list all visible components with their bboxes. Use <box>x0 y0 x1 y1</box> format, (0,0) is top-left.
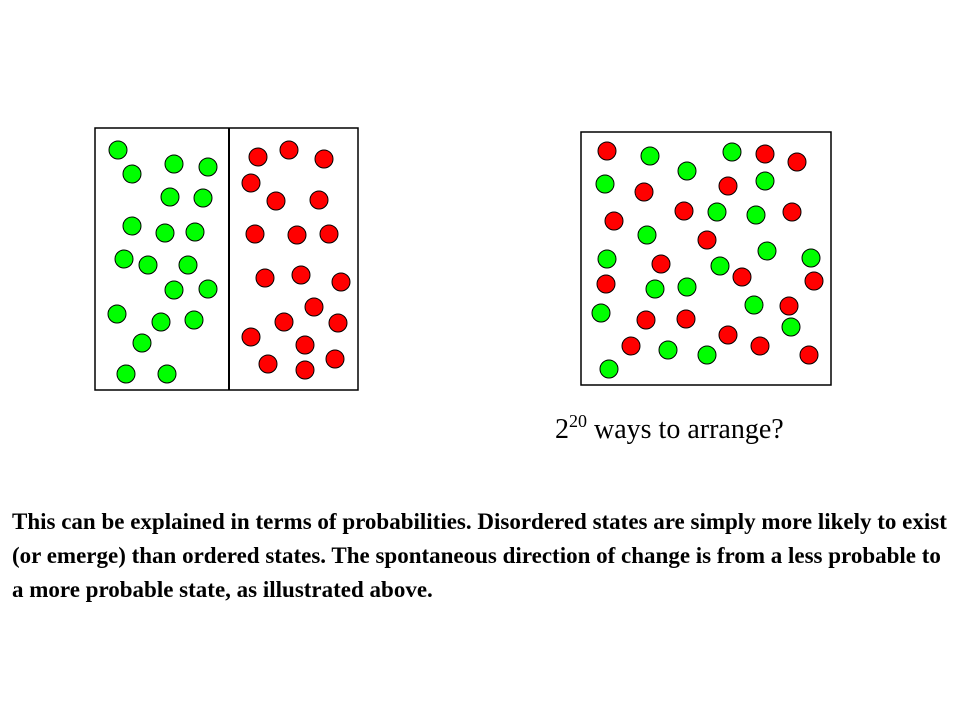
red-particle <box>255 268 275 288</box>
red-particle <box>266 191 286 211</box>
green-particle <box>122 164 142 184</box>
red-particle <box>750 336 770 356</box>
red-particle <box>325 349 345 369</box>
red-particle <box>597 141 617 161</box>
red-particle <box>328 313 348 333</box>
green-particle <box>757 241 777 261</box>
green-particle <box>645 279 665 299</box>
caption-base: 2 <box>555 414 569 445</box>
red-particles-right <box>241 140 351 380</box>
green-particle <box>122 216 142 236</box>
green-particle <box>637 225 657 245</box>
red-particle <box>787 152 807 172</box>
green-particle <box>697 345 717 365</box>
green-particle <box>132 333 152 353</box>
explanation-paragraph: This can be explained in terms of probab… <box>12 509 947 602</box>
green-particle <box>157 364 177 384</box>
green-particle <box>744 295 764 315</box>
red-particle <box>258 354 278 374</box>
green-particle <box>116 364 136 384</box>
mixed-particles <box>591 141 824 379</box>
red-particle <box>697 230 717 250</box>
red-particle <box>291 265 311 285</box>
green-particle <box>185 222 205 242</box>
red-particle <box>295 335 315 355</box>
red-particle <box>274 312 294 332</box>
red-particle <box>319 224 339 244</box>
red-particle <box>596 274 616 294</box>
red-particle <box>718 176 738 196</box>
green-particle <box>595 174 615 194</box>
green-particle <box>198 157 218 177</box>
red-particle <box>634 182 654 202</box>
green-particle <box>198 279 218 299</box>
green-particle <box>193 188 213 208</box>
red-particle <box>241 327 261 347</box>
caption-text: ways to arrange? <box>587 414 784 445</box>
red-particle <box>651 254 671 274</box>
red-particle <box>804 271 824 291</box>
red-particle <box>309 190 329 210</box>
green-particle <box>710 256 730 276</box>
red-particle <box>755 144 775 164</box>
green-particle <box>591 303 611 323</box>
green-particle <box>658 340 678 360</box>
red-particle <box>279 140 299 160</box>
green-particle <box>597 249 617 269</box>
mixed-box <box>580 131 832 386</box>
red-particle <box>799 345 819 365</box>
red-particle <box>331 272 351 292</box>
red-particle <box>245 224 265 244</box>
red-particle <box>314 149 334 169</box>
green-particle <box>184 310 204 330</box>
green-particle <box>114 249 134 269</box>
green-particle <box>178 255 198 275</box>
red-particle <box>636 310 656 330</box>
red-particle <box>621 336 641 356</box>
green-particle <box>107 304 127 324</box>
green-particle <box>151 312 171 332</box>
green-particle <box>164 154 184 174</box>
red-particle <box>718 325 738 345</box>
green-particle <box>677 277 697 297</box>
green-particle <box>707 202 727 222</box>
green-particle <box>781 317 801 337</box>
mixed-box-frame <box>580 131 832 386</box>
red-particle <box>295 360 315 380</box>
green-particle <box>599 359 619 379</box>
green-particle <box>677 161 697 181</box>
green-particle <box>722 142 742 162</box>
red-particle <box>287 225 307 245</box>
red-particle <box>248 147 268 167</box>
red-particle <box>241 173 261 193</box>
red-particle <box>674 201 694 221</box>
green-particle <box>164 280 184 300</box>
green-particle <box>640 146 660 166</box>
green-particle <box>755 171 775 191</box>
red-particle <box>779 296 799 316</box>
red-particle <box>676 309 696 329</box>
green-particle <box>746 205 766 225</box>
red-particle <box>304 297 324 317</box>
green-particle <box>138 255 158 275</box>
green-particles-left <box>107 140 218 384</box>
arrangements-caption: 220 ways to arrange? <box>555 411 784 446</box>
green-particle <box>160 187 180 207</box>
red-particle <box>732 267 752 287</box>
green-particle <box>801 248 821 268</box>
red-particle <box>604 211 624 231</box>
green-particle <box>108 140 128 160</box>
red-particle <box>782 202 802 222</box>
caption-exponent: 20 <box>569 411 587 431</box>
ordered-box <box>94 127 359 391</box>
green-particle <box>155 223 175 243</box>
